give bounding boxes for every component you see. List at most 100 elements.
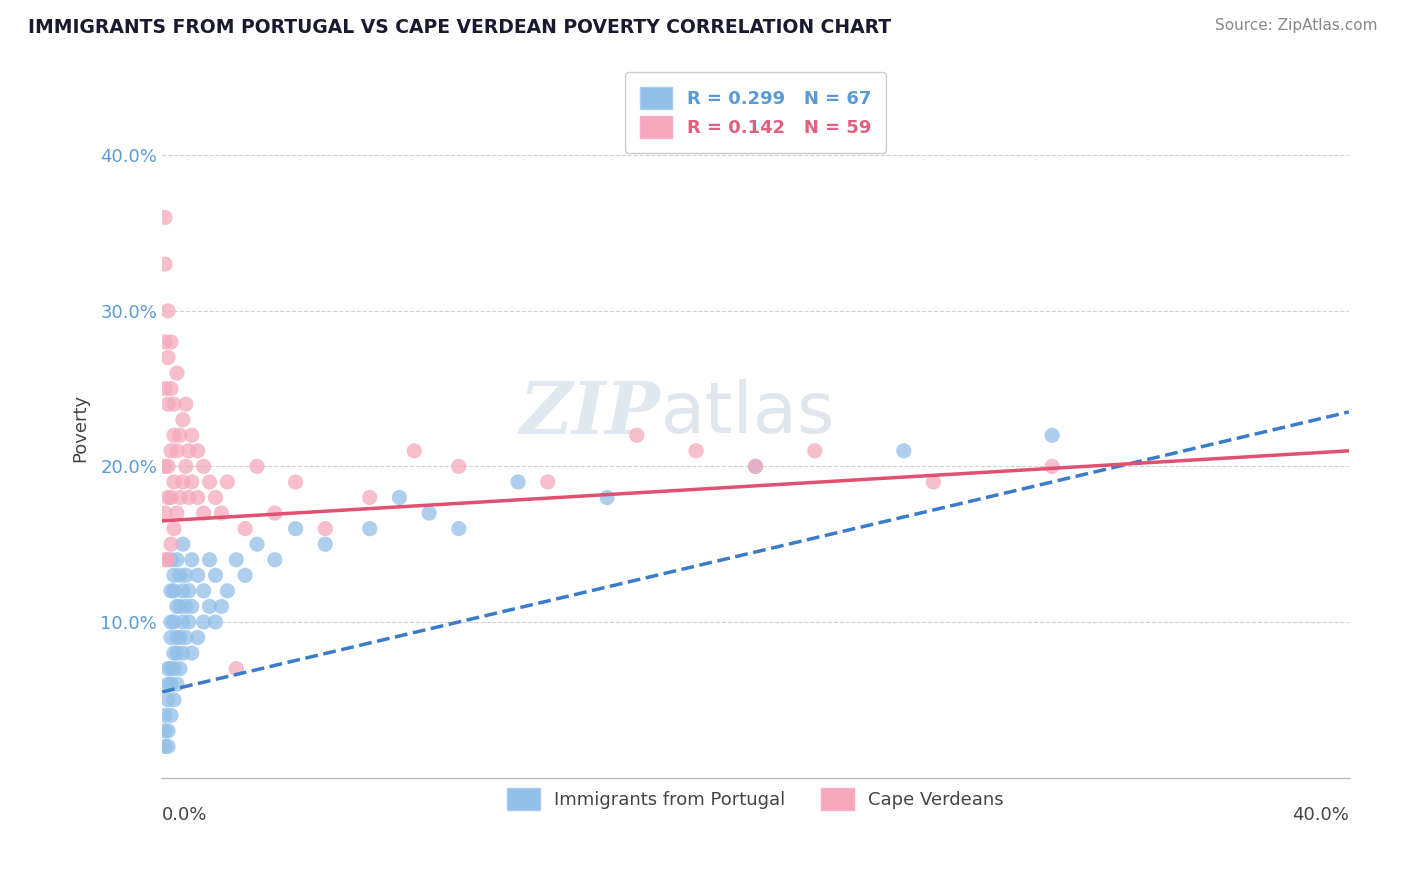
- Point: [204, 615, 226, 629]
- Point: [246, 459, 269, 474]
- Point: [169, 428, 191, 442]
- Point: [359, 491, 381, 505]
- Point: [163, 662, 186, 676]
- Point: [744, 459, 766, 474]
- Point: [180, 428, 202, 442]
- Point: [404, 443, 426, 458]
- Point: [187, 443, 209, 458]
- Point: [174, 397, 197, 411]
- Point: [284, 522, 307, 536]
- Point: [174, 459, 197, 474]
- Point: [157, 692, 180, 706]
- Point: [177, 491, 200, 505]
- Point: [153, 459, 176, 474]
- Point: [447, 459, 470, 474]
- Point: [160, 583, 183, 598]
- Point: [153, 211, 176, 225]
- Point: [314, 537, 336, 551]
- Text: 0.0%: 0.0%: [162, 805, 208, 823]
- Point: [160, 662, 183, 676]
- Point: [166, 366, 188, 380]
- Point: [163, 397, 186, 411]
- Point: [233, 568, 256, 582]
- Legend: Immigrants from Portugal, Cape Verdeans: Immigrants from Portugal, Cape Verdeans: [492, 773, 1018, 824]
- Point: [225, 553, 247, 567]
- Point: [153, 553, 176, 567]
- Point: [157, 553, 180, 567]
- Point: [160, 615, 183, 629]
- Point: [160, 443, 183, 458]
- Point: [163, 615, 186, 629]
- Point: [160, 677, 183, 691]
- Point: [160, 382, 183, 396]
- Point: [163, 692, 186, 706]
- Point: [180, 553, 202, 567]
- Point: [187, 491, 209, 505]
- Point: [198, 599, 221, 614]
- Text: ZIP: ZIP: [520, 378, 661, 449]
- Point: [177, 443, 200, 458]
- Point: [418, 506, 440, 520]
- Point: [174, 599, 197, 614]
- Point: [198, 553, 221, 567]
- Point: [166, 443, 188, 458]
- Point: [744, 459, 766, 474]
- Point: [922, 475, 945, 489]
- Point: [172, 646, 194, 660]
- Point: [163, 646, 186, 660]
- Point: [626, 428, 648, 442]
- Point: [506, 475, 529, 489]
- Point: [198, 475, 221, 489]
- Point: [169, 599, 191, 614]
- Point: [157, 723, 180, 738]
- Point: [172, 413, 194, 427]
- Point: [153, 334, 176, 349]
- Point: [172, 615, 194, 629]
- Point: [160, 631, 183, 645]
- Point: [1040, 459, 1063, 474]
- Point: [225, 662, 247, 676]
- Point: [160, 537, 183, 551]
- Point: [166, 506, 188, 520]
- Text: Source: ZipAtlas.com: Source: ZipAtlas.com: [1215, 18, 1378, 33]
- Point: [163, 568, 186, 582]
- Point: [246, 537, 269, 551]
- Point: [685, 443, 707, 458]
- Y-axis label: Poverty: Poverty: [72, 393, 89, 461]
- Point: [217, 583, 239, 598]
- Point: [187, 568, 209, 582]
- Point: [193, 583, 215, 598]
- Point: [193, 615, 215, 629]
- Point: [314, 522, 336, 536]
- Point: [169, 631, 191, 645]
- Text: IMMIGRANTS FROM PORTUGAL VS CAPE VERDEAN POVERTY CORRELATION CHART: IMMIGRANTS FROM PORTUGAL VS CAPE VERDEAN…: [28, 18, 891, 37]
- Point: [166, 631, 188, 645]
- Point: [204, 491, 226, 505]
- Point: [153, 708, 176, 723]
- Point: [160, 708, 183, 723]
- Point: [263, 553, 285, 567]
- Point: [163, 475, 186, 489]
- Point: [157, 397, 180, 411]
- Point: [160, 553, 183, 567]
- Point: [172, 537, 194, 551]
- Point: [172, 475, 194, 489]
- Point: [209, 599, 232, 614]
- Point: [157, 351, 180, 365]
- Point: [153, 739, 176, 754]
- Point: [163, 583, 186, 598]
- Point: [233, 522, 256, 536]
- Point: [163, 522, 186, 536]
- Point: [166, 646, 188, 660]
- Point: [204, 568, 226, 582]
- Point: [157, 303, 180, 318]
- Point: [153, 506, 176, 520]
- Point: [153, 723, 176, 738]
- Point: [174, 631, 197, 645]
- Point: [166, 553, 188, 567]
- Point: [157, 677, 180, 691]
- Point: [169, 662, 191, 676]
- Point: [157, 491, 180, 505]
- Point: [153, 382, 176, 396]
- Point: [157, 459, 180, 474]
